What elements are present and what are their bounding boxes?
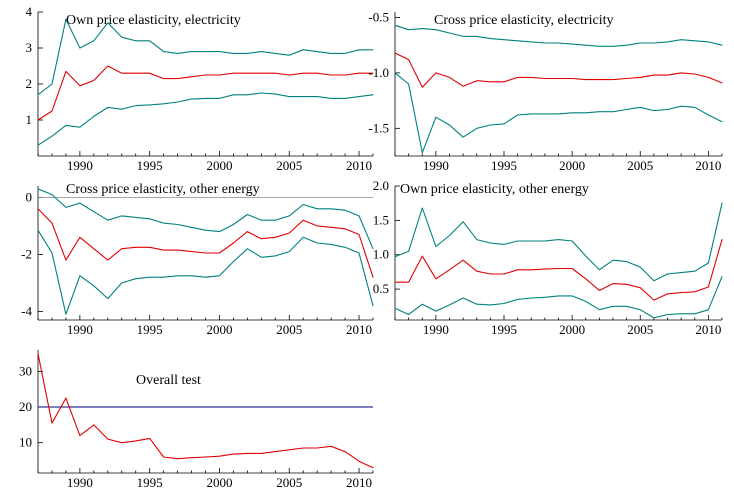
x-tick-label: 1995 (137, 475, 163, 490)
panel-5-title: Overall test (136, 373, 201, 388)
panel-1-title: Own price elasticity, electricity (66, 13, 241, 28)
y-tick-label: 4 (26, 4, 33, 19)
y-tick-label: 0.5 (373, 281, 389, 296)
x-tick-label: 2010 (695, 158, 721, 173)
x-tick-label: 2005 (276, 475, 302, 490)
x-tick-label: 1995 (137, 322, 163, 337)
y-tick-label: 1.5 (373, 212, 389, 227)
panel-3-series-3-line (37, 229, 374, 315)
panel-2-title: Cross price elasticity, electricity (434, 13, 613, 28)
y-tick-label: 1.0 (373, 247, 389, 262)
panel-1-series-1-line (37, 18, 374, 96)
panel-2-series-1-line (394, 24, 723, 47)
x-tick-label: 2000 (559, 158, 585, 173)
panel-4-title: Own price elasticity, other energy (400, 182, 589, 197)
x-tick-label: 1990 (423, 322, 449, 337)
x-tick-label: 1990 (67, 475, 93, 490)
panel-3-title: Cross price elasticity, other energy (66, 182, 260, 197)
panel-3-series-1-line (37, 188, 374, 250)
x-tick-label: 2000 (206, 475, 232, 490)
x-tick-label: 2000 (559, 322, 585, 337)
x-tick-label: 2005 (627, 322, 653, 337)
panel-1-series-2-line (37, 65, 374, 121)
panel-1-series-3-line (37, 92, 374, 146)
x-tick-label: 2000 (206, 158, 232, 173)
x-tick-label: 1990 (423, 158, 449, 173)
x-tick-label: 2010 (695, 322, 721, 337)
y-tick-label: -2 (21, 246, 32, 261)
panel-4-series-2-line (394, 239, 723, 301)
x-tick-label: 2010 (346, 158, 372, 173)
x-tick-label: 1990 (67, 158, 93, 173)
y-tick-label: 20 (19, 399, 32, 414)
y-tick-label: 3 (26, 40, 33, 55)
y-tick-label: 10 (19, 435, 32, 450)
x-tick-label: 2010 (346, 475, 372, 490)
y-tick-label: 2.0 (373, 178, 389, 193)
x-tick-label: 2005 (627, 158, 653, 173)
y-tick-label: -1.0 (368, 65, 389, 80)
y-tick-label: -0.5 (368, 10, 389, 25)
x-tick-label: 1995 (491, 322, 517, 337)
y-tick-label: -1.5 (368, 120, 389, 135)
panel-4-series-3-line (394, 276, 723, 319)
x-tick-label: 2005 (276, 158, 302, 173)
x-tick-label: 2000 (206, 322, 232, 337)
y-tick-label: 2 (26, 76, 33, 91)
panel-5-series-1-line (37, 353, 374, 469)
x-tick-label: 1995 (491, 158, 517, 173)
panel-2-series-2-line (394, 52, 723, 88)
y-tick-label: 0 (26, 189, 33, 204)
panel-2-series-3-line (394, 72, 723, 154)
x-tick-label: 2010 (346, 322, 372, 337)
x-tick-label: 1990 (67, 322, 93, 337)
y-tick-label: 1 (26, 112, 33, 127)
panel-3-series-2-line (37, 208, 374, 278)
x-tick-label: 1995 (137, 158, 163, 173)
panel-4-series-1-line (394, 202, 723, 282)
x-tick-label: 2005 (276, 322, 302, 337)
y-tick-label: -4 (21, 303, 32, 318)
y-tick-label: 30 (19, 363, 32, 378)
